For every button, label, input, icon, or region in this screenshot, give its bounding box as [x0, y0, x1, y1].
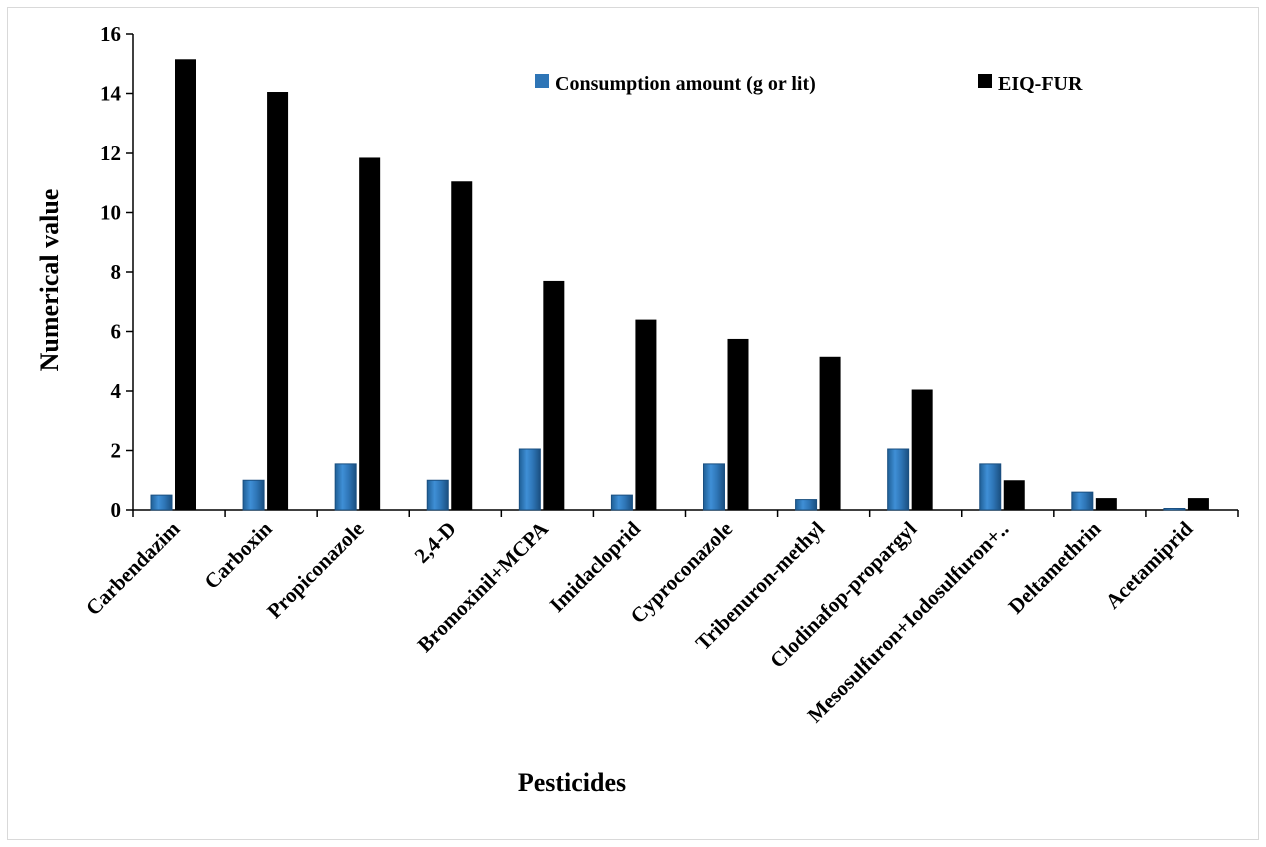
y-tick-label: 0 [111, 498, 122, 522]
x-category-label: Mesosulfuron+Iodosulfuron+.. [803, 517, 1014, 728]
legend-label-eiq: EIQ-FUR [998, 73, 1083, 95]
bar-consumption [150, 494, 173, 511]
bar-consumption [242, 479, 265, 511]
y-tick-label: 8 [111, 260, 122, 284]
bar-eiq-fur [543, 280, 565, 510]
y-tick-label: 10 [100, 201, 121, 225]
bar-consumption [334, 463, 357, 511]
bar-consumption [1071, 491, 1094, 511]
bar-eiq-fur [1003, 480, 1025, 510]
x-axis-title: Pesticides [518, 768, 626, 797]
y-tick-label: 16 [100, 22, 121, 46]
bar-consumption [795, 499, 818, 511]
y-tick-label: 2 [111, 439, 122, 463]
y-tick-label: 14 [100, 82, 122, 106]
bar-consumption [887, 448, 910, 511]
legend: Consumption amount (g or lit) EIQ-FUR [535, 73, 1083, 95]
x-category-label: Propiconazole [262, 517, 369, 624]
y-tick-label: 12 [100, 141, 121, 165]
bars [150, 59, 1209, 511]
x-category-label: 2,4-D [410, 517, 461, 568]
y-tick-label: 4 [111, 379, 122, 403]
bar-eiq-fur [911, 389, 933, 510]
x-category-label: Imidacloprid [545, 516, 646, 617]
x-category-label: Carboxin [199, 516, 276, 593]
bar-eiq-fur [451, 181, 473, 510]
bar-consumption [518, 448, 541, 511]
x-category-label: Carbendazim [81, 516, 185, 620]
bar-eiq-fur [267, 92, 289, 510]
y-tick-label: 6 [111, 320, 122, 344]
x-category-label: Deltamethrin [1003, 516, 1105, 618]
y-axis-title: Numerical value [35, 189, 64, 372]
bar-eiq-fur [359, 157, 381, 510]
legend-swatch-consumption [535, 74, 549, 88]
bar-consumption [610, 494, 633, 511]
bar-eiq-fur [1187, 498, 1209, 510]
legend-label-consumption: Consumption amount (g or lit) [555, 73, 816, 95]
bar-consumption [1163, 508, 1186, 511]
bar-eiq-fur [819, 356, 841, 510]
axes [126, 33, 1239, 517]
bar-eiq-fur [727, 338, 749, 510]
chart-frame [7, 7, 1259, 840]
bar-eiq-fur [635, 319, 657, 510]
y-tick-labels: 0 2 4 6 8 10 12 14 16 [100, 22, 122, 522]
legend-swatch-eiq [978, 74, 992, 88]
bar-consumption [979, 463, 1002, 511]
bar-consumption [703, 463, 725, 511]
bar-eiq-fur [175, 59, 196, 510]
x-category-label: Acetamiprid [1101, 516, 1198, 613]
bar-consumption [426, 479, 449, 511]
bar-eiq-fur [1095, 498, 1117, 510]
